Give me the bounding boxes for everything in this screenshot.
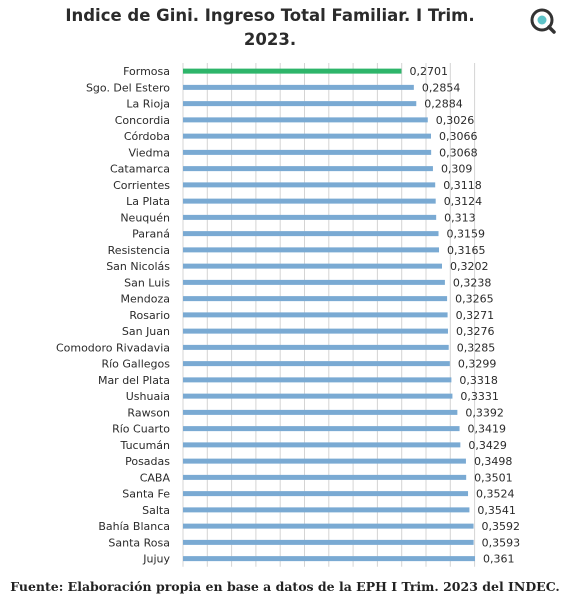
bar — [183, 296, 448, 302]
value-label: 0,3026 — [436, 114, 475, 127]
category-label: Mendoza — [121, 293, 170, 306]
category-label: Resistencia — [108, 244, 170, 257]
bar — [183, 312, 448, 318]
value-label: 0,2884 — [424, 98, 463, 111]
bar — [183, 409, 458, 415]
value-label: 0,3124 — [444, 195, 483, 208]
category-label: San Nicolás — [106, 260, 170, 273]
bar — [183, 426, 460, 432]
category-label: Catamarca — [110, 163, 170, 176]
value-label: 0,3331 — [460, 390, 499, 403]
bar — [183, 182, 436, 188]
value-label: 0,3392 — [465, 406, 504, 419]
value-label: 0,3271 — [456, 309, 495, 322]
value-label: 0,313 — [444, 211, 476, 224]
category-label: Corrientes — [113, 179, 170, 192]
bar — [183, 214, 437, 220]
bar — [183, 117, 428, 123]
value-label: 0,3068 — [439, 146, 478, 159]
value-label: 0,3066 — [439, 130, 478, 143]
value-label: 0,2701 — [409, 65, 448, 78]
value-label: 0,3501 — [474, 471, 512, 484]
category-label: Río Cuarto — [112, 423, 170, 436]
bar — [183, 507, 470, 513]
value-label: 0,3159 — [447, 228, 486, 241]
category-label: Formosa — [123, 65, 170, 78]
bar — [183, 458, 466, 464]
bar — [183, 491, 469, 497]
chart-title-line-2: 2023. — [243, 30, 297, 49]
category-label: CABA — [140, 471, 171, 484]
value-label: 0,3276 — [456, 325, 495, 338]
category-label: Bahía Blanca — [98, 520, 170, 533]
bar — [183, 84, 414, 90]
category-label: Neuquén — [120, 211, 170, 224]
value-label: 0,3202 — [450, 260, 489, 273]
value-label: 0,3593 — [482, 536, 521, 549]
value-label: 0,309 — [441, 163, 473, 176]
category-label: Ushuaia — [126, 390, 170, 403]
category-label: Comodoro Rivadavia — [56, 341, 170, 354]
bar — [183, 101, 417, 107]
bar — [183, 149, 432, 155]
value-label: 0,2854 — [422, 81, 461, 94]
value-label: 0,3498 — [474, 455, 513, 468]
bar — [183, 377, 452, 383]
category-label: Jujuy — [142, 553, 170, 566]
bar — [183, 361, 450, 367]
magnifier-logo-icon — [530, 8, 556, 34]
bar — [183, 166, 433, 172]
bar — [183, 231, 439, 237]
bar — [183, 556, 475, 562]
value-label: 0,3165 — [447, 244, 486, 257]
value-label: 0,3429 — [468, 439, 507, 452]
category-label: San Juan — [122, 325, 170, 338]
value-label: 0,3285 — [457, 341, 496, 354]
value-label: 0,361 — [483, 553, 515, 566]
value-label: 0,3524 — [476, 488, 515, 501]
category-label: Concordia — [115, 114, 170, 127]
category-label: San Luis — [124, 276, 170, 289]
category-label: Río Gallegos — [101, 358, 170, 371]
category-label: Santa Fe — [122, 488, 170, 501]
category-label: Tucumán — [120, 439, 170, 452]
category-label: Rosario — [129, 309, 170, 322]
bar — [183, 263, 442, 269]
category-label: Viedma — [128, 146, 170, 159]
category-label: Córdoba — [124, 130, 170, 143]
value-label: 0,3541 — [477, 504, 516, 517]
category-label: La Plata — [126, 195, 170, 208]
category-label: Posadas — [125, 455, 170, 468]
category-label: Rawson — [127, 406, 170, 419]
bar — [183, 523, 474, 529]
value-label: 0,3299 — [458, 358, 497, 371]
bar — [183, 442, 461, 448]
category-label: Santa Rosa — [108, 536, 170, 549]
bar — [183, 328, 448, 334]
value-label: 0,3592 — [482, 520, 521, 533]
value-label: 0,3118 — [443, 179, 482, 192]
bar — [183, 68, 402, 74]
bar — [183, 474, 467, 480]
bar — [183, 344, 449, 350]
value-label: 0,3238 — [453, 276, 492, 289]
chart-title: Indice de Gini. Ingreso Total Familiar. … — [40, 4, 500, 52]
source-note: Fuente: Elaboración propia en base a dat… — [10, 579, 560, 594]
category-label: La Rioja — [126, 98, 170, 111]
bar — [183, 393, 453, 399]
bar — [183, 247, 440, 253]
bar — [183, 198, 436, 204]
value-label: 0,3419 — [468, 423, 507, 436]
category-label: Paraná — [132, 228, 170, 241]
value-label: 0,3318 — [459, 374, 498, 387]
bar — [183, 539, 474, 545]
bar-chart: Formosa 0,2701 Sgo. Del Estero 0,2854 La Rio… — [56, 63, 521, 567]
category-label: Sgo. Del Estero — [86, 81, 170, 94]
bar — [183, 279, 445, 285]
category-label: Salta — [142, 504, 170, 517]
chart-title-line-1: Indice de Gini. Ingreso Total Familiar. … — [65, 6, 475, 25]
value-label: 0,3265 — [455, 293, 494, 306]
category-label: Mar del Plata — [98, 374, 170, 387]
bar — [183, 133, 431, 139]
